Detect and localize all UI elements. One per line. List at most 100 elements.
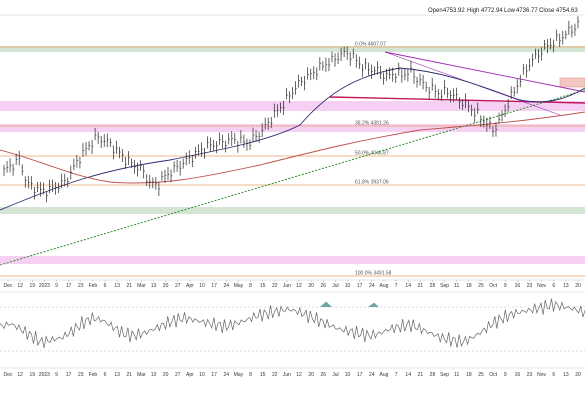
bottom-x-tick-label-34: 21 — [418, 372, 424, 378]
bottom-x-tick-label-40: Oct — [489, 372, 497, 378]
close-label: Close — [539, 8, 555, 14]
x-tick-label-42: 16 — [515, 283, 521, 289]
bottom-x-tick-label-7: Feb — [89, 372, 98, 378]
x-tick-label-18: 24 — [224, 283, 230, 289]
x-tick-label-12: 13 — [151, 283, 157, 289]
green-zone-top — [0, 46, 585, 52]
x-tick-label-1: 12 — [17, 283, 23, 289]
x-tick-label-43: 23 — [527, 283, 533, 289]
bottom-x-tick-label-21: 15 — [260, 372, 266, 378]
bottom-x-tick-label-36: Sep — [440, 372, 449, 378]
ma-50-line — [0, 67, 585, 211]
x-tick-label-22: 22 — [272, 283, 278, 289]
rsi-overbought-fill-1 — [320, 301, 332, 307]
x-tick-label-17: 17 — [211, 283, 217, 289]
x-tick-label-3: 2023 — [39, 283, 50, 289]
fib-label-4: 100.0% 3491.58 — [355, 271, 392, 277]
x-tick-label-41: 9 — [504, 283, 507, 289]
x-tick-label-27: Jul — [332, 283, 338, 289]
bottom-x-tick-label-15: Apr — [186, 372, 194, 378]
x-tick-label-20: 8 — [249, 283, 252, 289]
pink-zone-upper — [0, 101, 585, 111]
close-value: 4754.63 — [556, 8, 578, 14]
x-tick-label-14: 27 — [175, 283, 181, 289]
bottom-x-tick-label-37: 11 — [454, 372, 459, 378]
x-tick-label-45: 6 — [552, 283, 555, 289]
rsi-indicator-panel — [0, 298, 585, 352]
bottom-x-tick-label-45: 6 — [552, 372, 555, 378]
bottom-x-tick-label-22: 22 — [272, 372, 278, 378]
bottom-x-tick-label-30: 24 — [369, 372, 375, 378]
descending-trendline-upper — [384, 51, 585, 93]
bottom-x-tick-label-35: 28 — [430, 372, 436, 378]
bottom-x-tick-label-19: May — [234, 372, 244, 378]
x-tick-label-6: 23 — [78, 283, 84, 289]
x-tick-label-23: Jun — [283, 283, 291, 289]
x-axis-ticks: Dec 12 19 2023 9 17 23 Feb 6 13 21 Mar 13 20 27 Apr 10 17… — [4, 280, 581, 289]
bottom-x-tick-label-0: Dec — [4, 372, 13, 378]
bottom-x-tick-label-5: 17 — [66, 372, 72, 378]
bottom-x-tick-label-10: 21 — [126, 372, 132, 378]
bottom-x-axis-ticks: Dec 12 19 2023 9 17 23 Feb 6 13 21 Mar 13 20 27 Apr 10 17… — [4, 372, 581, 378]
x-tick-label-5: 17 — [66, 283, 72, 289]
bottom-x-tick-label-18: 24 — [224, 372, 230, 378]
low-label: Low — [504, 8, 516, 14]
x-tick-label-31: Aug — [380, 283, 389, 289]
bottom-x-tick-label-3: 2023 — [39, 372, 50, 378]
bottom-x-tick-label-28: 10 — [345, 372, 351, 378]
bottom-x-tick-label-16: 10 — [199, 372, 205, 378]
x-tick-label-30: 24 — [369, 283, 375, 289]
bottom-x-tick-label-17: 17 — [211, 372, 217, 378]
bottom-x-tick-label-25: 20 — [308, 372, 314, 378]
bottom-x-tick-label-29: 17 — [357, 372, 363, 378]
x-tick-label-0: Dec — [4, 283, 13, 289]
fib-label-3: 61.8% 3937.06 — [355, 180, 389, 186]
ohlc-header: Open 4753.92 High 4772.94 Low 4736.77 Cl… — [428, 8, 578, 14]
bottom-x-tick-label-4: 9 — [55, 372, 58, 378]
bottom-x-tick-label-32: 7 — [395, 372, 398, 378]
x-tick-label-47: 20 — [575, 283, 581, 289]
bottom-x-tick-label-23: Jun — [283, 372, 291, 378]
x-tick-label-37: 11 — [454, 283, 459, 289]
x-tick-label-16: 10 — [199, 283, 205, 289]
bottom-x-tick-label-46: 13 — [563, 372, 569, 378]
bottom-x-tick-label-12: 13 — [151, 372, 157, 378]
x-tick-label-11: Mar — [137, 283, 146, 289]
x-tick-label-39: 25 — [478, 283, 484, 289]
bottom-x-tick-label-11: Mar — [137, 372, 146, 378]
rising-trendline — [0, 89, 585, 266]
x-tick-label-29: 17 — [357, 283, 363, 289]
x-tick-label-4: 9 — [55, 283, 58, 289]
bottom-x-tick-label-8: 6 — [104, 372, 107, 378]
x-tick-label-9: 13 — [114, 283, 120, 289]
x-tick-label-13: 20 — [163, 283, 169, 289]
trend-lines — [0, 51, 585, 266]
x-tick-label-38: 18 — [466, 283, 472, 289]
x-tick-label-46: 13 — [563, 283, 569, 289]
green-zone-bottom — [0, 207, 585, 214]
x-tick-label-25: 20 — [308, 283, 314, 289]
bottom-x-tick-label-27: Jul — [332, 372, 338, 378]
bottom-x-tick-label-38: 18 — [466, 372, 472, 378]
price-bars — [3, 16, 580, 203]
rsi-overbought-fill-2 — [368, 302, 379, 307]
bottom-x-tick-label-2: 19 — [29, 372, 35, 378]
open-label: Open — [428, 8, 443, 14]
fib-label-2: 50.0% 4046.87 — [355, 151, 389, 157]
open-value: 4753.92 — [443, 8, 465, 14]
bottom-x-tick-label-26: 26 — [321, 372, 327, 378]
x-tick-label-28: 10 — [345, 283, 351, 289]
bottom-x-tick-label-9: 13 — [114, 372, 120, 378]
bottom-x-tick-label-42: 16 — [515, 372, 521, 378]
bottom-x-tick-label-43: 23 — [527, 372, 533, 378]
x-tick-label-40: Oct — [489, 283, 497, 289]
bottom-x-tick-label-44: Nov — [537, 372, 546, 378]
x-tick-label-21: 15 — [260, 283, 266, 289]
bottom-x-tick-label-24: 12 — [296, 372, 302, 378]
x-tick-label-2: 19 — [29, 283, 35, 289]
x-tick-label-19: May — [234, 283, 244, 289]
fib-label-0: 0.0% 4607.07 — [355, 42, 386, 48]
